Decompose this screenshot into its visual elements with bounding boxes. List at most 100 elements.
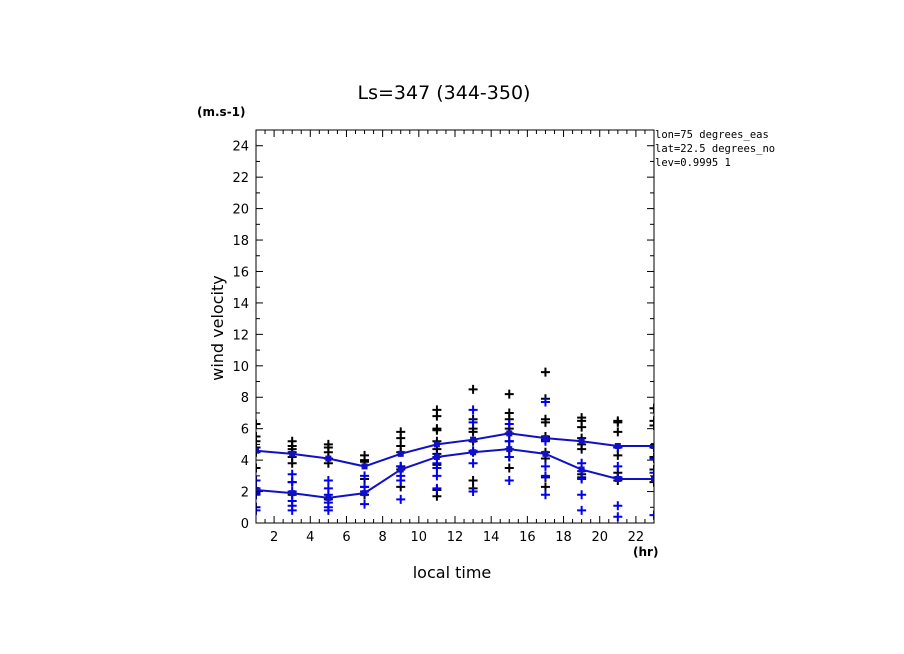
- x-tick-label: 10: [411, 530, 428, 545]
- series-2-point: [578, 466, 585, 473]
- black-point: [468, 476, 478, 486]
- series-1-point: [256, 447, 259, 454]
- black-point: [256, 419, 261, 429]
- x-tick-label: 20: [591, 530, 608, 545]
- black-point: [577, 444, 587, 454]
- blue-point: [468, 417, 478, 427]
- y-tick-label: 22: [232, 171, 249, 186]
- black-point: [504, 463, 514, 473]
- blue-point: [613, 501, 623, 511]
- blue-point: [613, 461, 623, 471]
- black-point: [649, 403, 654, 413]
- series-1-point: [506, 430, 513, 437]
- black-point: [540, 417, 550, 427]
- black-point: [432, 411, 442, 421]
- blue-point: [649, 454, 654, 464]
- y-tick-label: 8: [241, 391, 249, 406]
- blue-point: [540, 397, 550, 407]
- blue-point: [577, 458, 587, 468]
- black-point: [613, 450, 623, 460]
- series-2-point: [361, 490, 368, 497]
- blue-point: [256, 505, 261, 515]
- series-line-1: [256, 432, 654, 468]
- series-2-point: [542, 450, 549, 457]
- black-point: [613, 417, 623, 427]
- black-point: [540, 367, 550, 377]
- blue-point: [396, 494, 406, 504]
- blue-point: [577, 490, 587, 500]
- y-tick-label: 10: [232, 360, 249, 375]
- x-tick-label: 8: [378, 530, 386, 545]
- annotation-lev: lev=0.9995 1: [655, 157, 731, 169]
- annotation-lon: lon=75 degrees_eas: [655, 129, 769, 141]
- blue-point: [649, 510, 654, 520]
- black-point: [649, 465, 654, 475]
- series-1-point: [433, 441, 440, 448]
- series-1-point: [397, 450, 404, 457]
- blue-point: [360, 499, 370, 509]
- series-2-point: [651, 475, 654, 482]
- series-line-2: [256, 448, 654, 499]
- series-2-point: [506, 446, 513, 453]
- black-point: [649, 421, 654, 431]
- x-tick-label: 2: [270, 530, 278, 545]
- black-point: [287, 458, 297, 468]
- black-point: [256, 488, 261, 498]
- y-tick-label: 12: [232, 328, 249, 343]
- black-point: [468, 384, 478, 394]
- plot-frame: [255, 129, 655, 524]
- x-unit-label: (hr): [633, 545, 658, 559]
- series-2-point: [433, 453, 440, 460]
- blue-point: [432, 483, 442, 493]
- x-tick-label: 22: [628, 530, 645, 545]
- blue-point: [468, 487, 478, 497]
- y-unit-label: (m.s-1): [197, 105, 246, 119]
- series-2-point: [256, 486, 259, 493]
- black-point: [256, 463, 261, 473]
- series-2-point: [470, 449, 477, 456]
- blue-point: [540, 490, 550, 500]
- blue-point: [323, 505, 333, 515]
- series-2-point: [397, 466, 404, 473]
- y-tick-label: 0: [241, 517, 249, 532]
- y-tick-label: 18: [232, 234, 249, 249]
- y-axis-label: wind velocity: [208, 275, 227, 380]
- y-tick-label: 16: [232, 265, 249, 280]
- y-tick-label: 2: [241, 486, 249, 501]
- black-point: [468, 427, 478, 437]
- y-tick-label: 4: [241, 454, 249, 469]
- y-tick-label: 6: [241, 423, 249, 438]
- black-point: [649, 416, 654, 426]
- x-tick-label: 4: [306, 530, 314, 545]
- blue-point: [540, 461, 550, 471]
- blue-point: [504, 476, 514, 486]
- black-point: [649, 477, 654, 487]
- black-point: [396, 433, 406, 443]
- series-1-point: [614, 442, 621, 449]
- y-tick-label: 20: [232, 203, 249, 218]
- black-point: [432, 425, 442, 435]
- blue-point: [287, 469, 297, 479]
- blue-point: [540, 471, 550, 481]
- blue-point: [468, 458, 478, 468]
- blue-point: [577, 505, 587, 515]
- series-1-point: [578, 438, 585, 445]
- series-2-point: [614, 475, 621, 482]
- series-1-point: [361, 463, 368, 470]
- x-tick-label: 14: [483, 530, 500, 545]
- blue-point: [649, 468, 654, 478]
- x-tick-label: 12: [447, 530, 464, 545]
- black-point: [649, 452, 654, 462]
- blue-point: [468, 405, 478, 415]
- x-tick-label: 6: [342, 530, 350, 545]
- blue-point: [432, 471, 442, 481]
- x-tick-label: 16: [519, 530, 536, 545]
- annotation-lat: lat=22.5 degrees_no: [655, 143, 775, 155]
- blue-point: [323, 476, 333, 486]
- series-1-point: [542, 435, 549, 442]
- blue-point: [360, 471, 370, 481]
- blue-point: [287, 505, 297, 515]
- y-tick-label: 14: [232, 297, 249, 312]
- blue-point: [504, 436, 514, 446]
- blue-point: [287, 477, 297, 487]
